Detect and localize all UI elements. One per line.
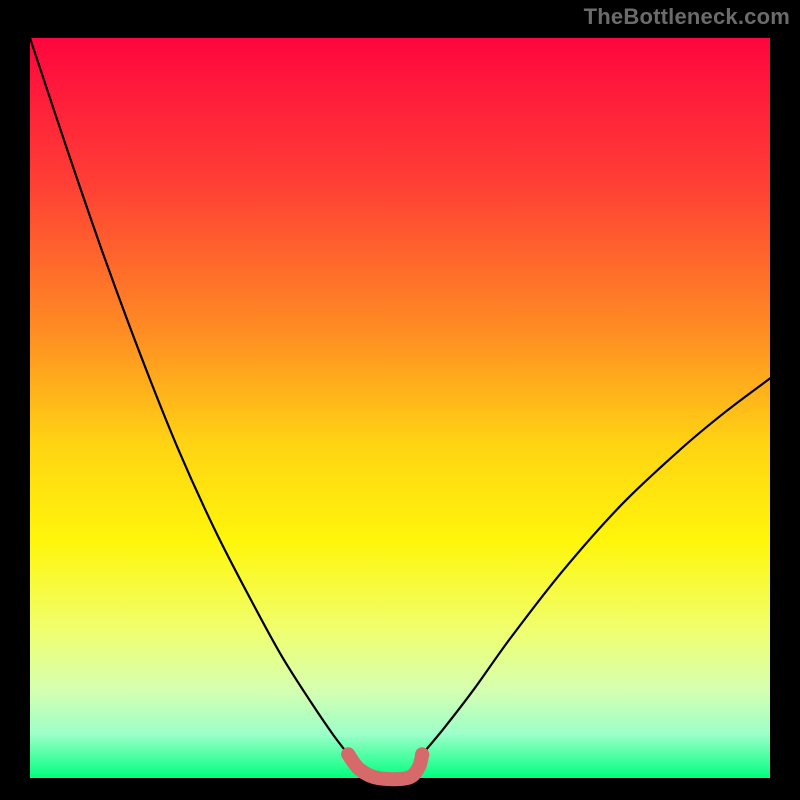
minimum-band-endpoint [341,747,355,761]
watermark-text: TheBottleneck.com [584,4,790,30]
minimum-band-endpoint [415,747,429,761]
chart-background [30,38,770,778]
